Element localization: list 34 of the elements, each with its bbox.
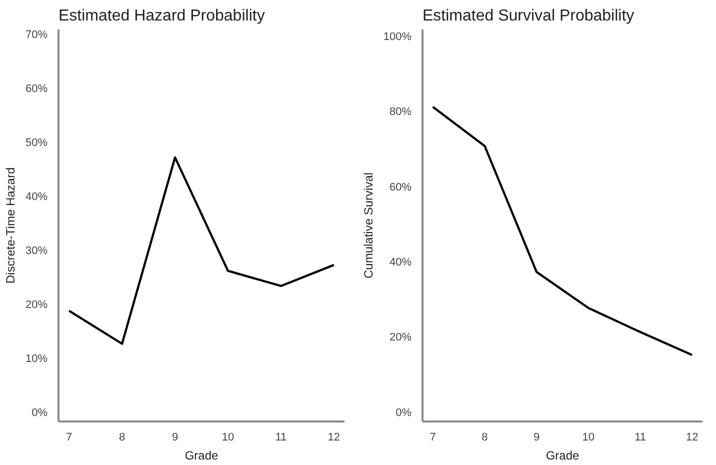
y-tick-label: 10% [25,352,48,365]
line-series [68,156,336,345]
x-tick-label: 10 [582,432,595,444]
y-tick-label: 40% [25,190,48,203]
y-tick-label: 40% [389,256,412,269]
x-tick-label: 9 [172,432,178,444]
y-axis-title: Cumulative Survival [361,172,376,279]
x-tick-label: 10 [222,432,234,444]
y-tick-label: 0% [32,406,48,419]
y-tick-label: 50% [25,136,48,149]
x-tick-label: 11 [275,432,287,444]
x-tick-label: 8 [118,432,126,444]
y-tick-label: 0% [396,406,412,419]
x-tick-label: 12 [686,432,698,444]
line-series [432,106,694,356]
x-tick-label: 7 [66,432,72,444]
chart-title: Estimated Survival Probability [422,8,634,24]
y-tick-label: 80% [389,106,412,118]
y-tick-label: 70% [25,28,48,41]
y-axis-title: Discrete-Time Hazard [3,167,18,284]
y-tick-label: 20% [25,298,48,311]
chart-title: Estimated Hazard Probability [58,8,265,24]
x-tick-label: 8 [482,432,488,444]
x-axis-title: Grade [184,448,218,462]
x-tick-label: 9 [534,432,540,444]
y-tick-label: 60% [25,82,48,95]
y-tick-label: 30% [25,244,48,257]
x-tick-label: 7 [430,432,436,444]
x-tick-label: 12 [328,432,340,444]
x-axis-title: Grade [546,448,580,462]
y-tick-label: 20% [389,332,412,344]
x-tick-label: 11 [634,432,646,444]
y-tick-label: 100% [383,31,412,44]
y-tick-label: 60% [389,181,412,194]
